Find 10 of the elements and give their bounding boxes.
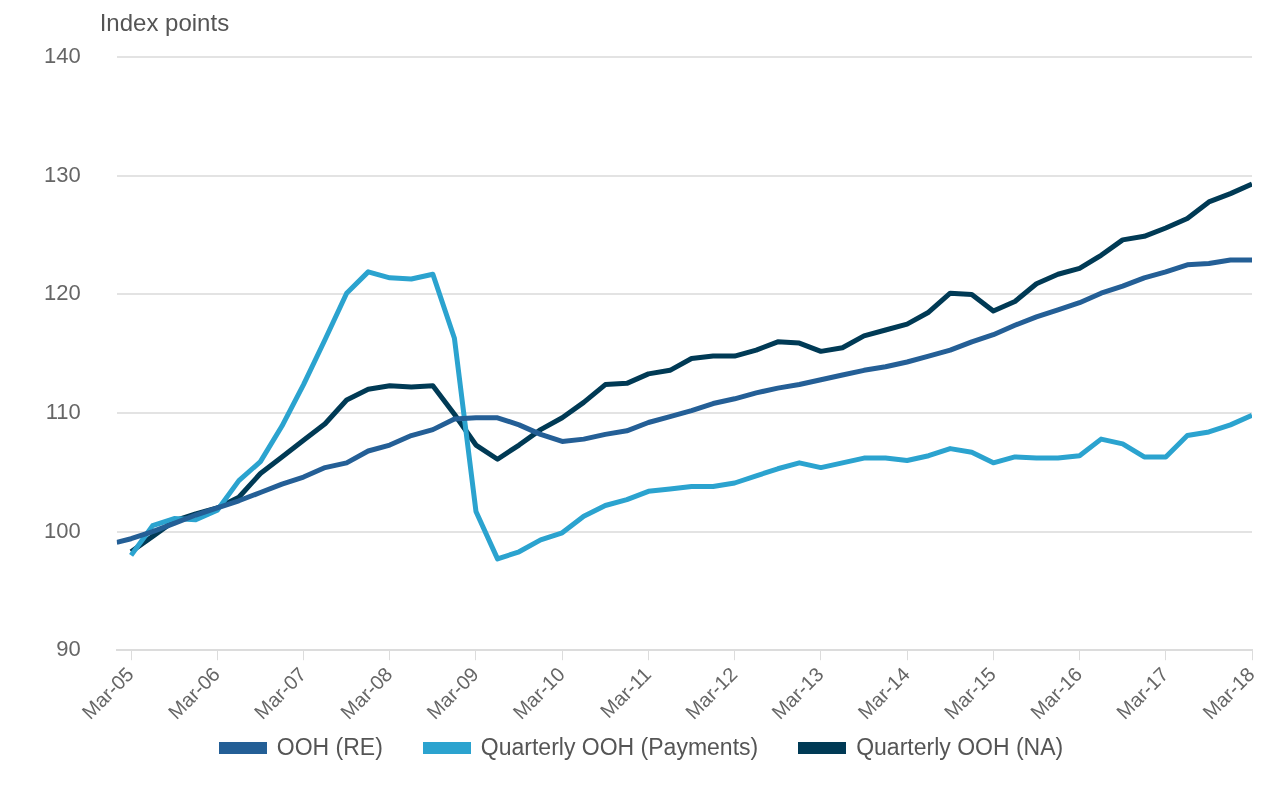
y-axis-title: Index points <box>99 8 230 36</box>
y-tick-label: 130 <box>43 161 81 187</box>
y-tick-label: 140 <box>43 43 81 69</box>
y-tick-label: 90 <box>56 636 81 662</box>
legend-label: Quarterly OOH (NA) <box>856 734 1064 761</box>
legend-label: OOH (RE) <box>276 734 383 761</box>
y-tick-label: 120 <box>43 280 81 306</box>
legend-label: Quarterly OOH (Payments) <box>480 734 759 761</box>
y-tick-label: 100 <box>43 517 81 543</box>
y-tick-label: 110 <box>45 399 81 425</box>
